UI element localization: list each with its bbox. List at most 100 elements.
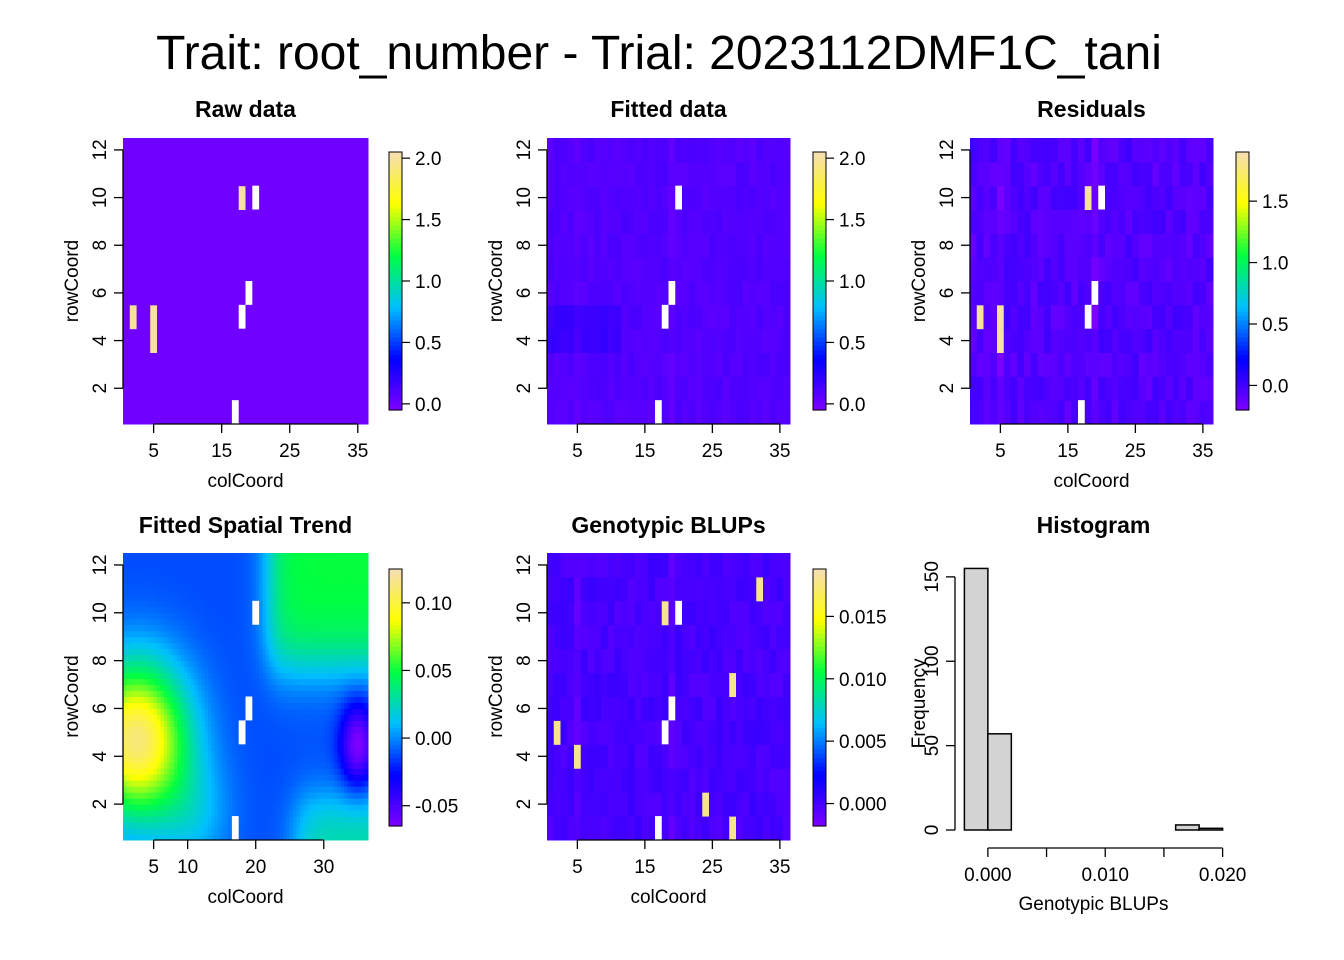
trend-cell <box>289 702 294 709</box>
heatmap-cell <box>225 209 233 234</box>
heatmap-cell <box>1091 352 1099 377</box>
trend-cell <box>180 828 185 835</box>
trend-cell <box>167 792 172 799</box>
heatmap-cell <box>1206 281 1214 306</box>
trend-cell <box>184 690 189 697</box>
heatmap-cell <box>601 161 609 187</box>
heatmap-cell <box>1111 185 1119 210</box>
trend-cell <box>337 612 342 620</box>
trend-cell <box>296 564 301 572</box>
missing-cell <box>655 400 662 424</box>
colorbar-segment <box>389 354 402 359</box>
heatmap-cell <box>709 328 717 353</box>
trend-cell <box>347 762 352 769</box>
heatmap-cell <box>729 328 737 353</box>
trend-cell <box>235 798 240 805</box>
trend-cell <box>303 624 308 632</box>
trend-cell <box>191 636 195 644</box>
heatmap-cell <box>163 328 172 353</box>
trend-cell <box>221 558 226 566</box>
heatmap-cell <box>1132 304 1140 330</box>
trend-cell <box>167 780 172 787</box>
trend-cell <box>330 786 335 793</box>
trend-cell <box>187 786 192 793</box>
trend-cell <box>126 612 131 620</box>
colorbar-3: 0.00.51.01.5 <box>1235 151 1288 411</box>
trend-cell <box>201 660 206 668</box>
trend-cell <box>259 636 264 644</box>
trend-cell <box>276 768 281 775</box>
heatmap-cell <box>252 209 260 234</box>
trend-cell <box>191 780 195 787</box>
trend-cell <box>140 553 144 560</box>
trend-cell <box>174 672 178 680</box>
trend-cell <box>191 834 195 841</box>
missing-cell <box>1098 185 1105 210</box>
heatmap-cell <box>184 185 192 210</box>
trend-cell <box>306 553 311 560</box>
trend-cell <box>245 564 250 572</box>
heatmap-cell <box>648 281 656 306</box>
trend-cell <box>313 702 318 709</box>
trend-cell <box>296 690 301 697</box>
trend-cell <box>167 810 172 817</box>
heatmap-cell <box>1024 233 1032 258</box>
heatmap-cell <box>279 185 287 210</box>
trend-cell <box>238 660 243 668</box>
heatmap-cell <box>621 185 629 210</box>
heatmap-cell <box>218 352 226 377</box>
heatmap-cell <box>736 161 744 187</box>
trend-cell <box>163 822 168 829</box>
heatmap-cell <box>136 281 144 306</box>
trend-cell <box>361 738 366 745</box>
trend-cell <box>133 786 138 793</box>
trend-cell <box>252 678 257 686</box>
trend-cell <box>204 744 209 751</box>
trend-cell <box>150 618 155 626</box>
trend-cell <box>146 816 151 823</box>
heatmap-cell <box>1111 328 1119 353</box>
heatmap-cell <box>580 185 588 210</box>
trend-cell <box>340 726 345 733</box>
heatmap-cell <box>749 352 757 377</box>
trend-cell <box>276 570 281 578</box>
trend-cell <box>252 786 257 793</box>
x-tick-label: 25 <box>702 441 723 462</box>
heatmap-cell <box>150 400 158 425</box>
trend-cell <box>330 570 335 578</box>
missing-cell <box>1091 281 1099 305</box>
trend-cell <box>218 558 223 566</box>
colorbar-segment <box>813 285 826 291</box>
trend-cell <box>170 594 175 602</box>
trend-cell <box>265 750 270 757</box>
trend-cell <box>340 630 345 638</box>
heatmap-cell <box>1071 161 1079 187</box>
trend-cell <box>323 744 328 751</box>
heatmap-cell <box>553 138 561 163</box>
heatmap-cell <box>668 138 676 163</box>
trend-cell <box>242 564 246 572</box>
trend-cell <box>191 654 195 662</box>
trend-cell <box>252 594 257 602</box>
trend-cell <box>337 792 342 799</box>
colorbar-segment <box>389 392 402 398</box>
heatmap-cell <box>722 209 730 234</box>
heatmap-cell <box>218 161 226 187</box>
heatmap-cell <box>1037 138 1045 163</box>
trend-cell <box>140 672 144 680</box>
trend-cell <box>146 762 151 769</box>
trend-cell <box>129 672 134 680</box>
trend-cell <box>265 798 270 805</box>
trend-cell <box>242 594 246 602</box>
trend-cell <box>194 678 199 686</box>
heatmap-cell <box>1159 281 1167 306</box>
trend-cell <box>163 720 168 727</box>
trend-cell <box>140 660 144 668</box>
trend-cell <box>255 768 260 775</box>
trend-cell <box>255 822 260 829</box>
trend-cell <box>231 588 236 596</box>
colorbar-segment <box>389 401 402 407</box>
trend-cell <box>177 684 182 692</box>
trend-cell <box>150 678 155 686</box>
heatmap-cell <box>354 281 362 306</box>
